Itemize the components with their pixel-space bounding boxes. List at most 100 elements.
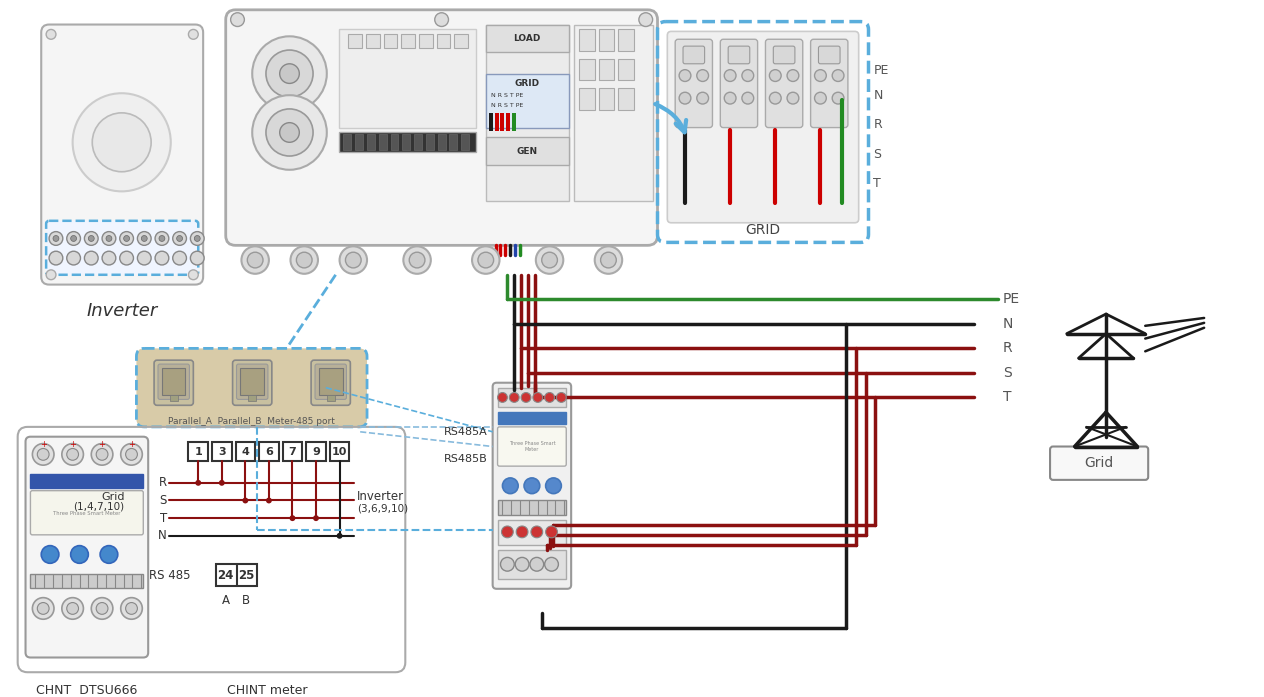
Bar — [212, 442, 231, 461]
Circle shape — [814, 92, 827, 104]
Circle shape — [503, 478, 518, 493]
Circle shape — [67, 231, 81, 245]
Circle shape — [253, 36, 327, 111]
Circle shape — [787, 92, 799, 104]
Circle shape — [219, 480, 225, 486]
Circle shape — [478, 252, 494, 268]
Bar — [579, 29, 594, 51]
Text: +: + — [70, 440, 76, 449]
Circle shape — [521, 392, 531, 402]
Circle shape — [38, 448, 49, 460]
Circle shape — [173, 251, 187, 265]
Circle shape — [142, 236, 147, 241]
Text: GRID: GRID — [744, 224, 780, 238]
Circle shape — [345, 252, 362, 268]
Bar — [402, 34, 415, 48]
Bar — [599, 89, 614, 110]
Text: S: S — [159, 494, 167, 507]
Circle shape — [120, 251, 134, 265]
Circle shape — [525, 478, 540, 493]
Text: Three Phase Smart
Meter: Three Phase Smart Meter — [508, 441, 555, 452]
FancyBboxPatch shape — [158, 364, 190, 399]
Bar — [512, 113, 516, 130]
Bar — [391, 135, 398, 150]
Circle shape — [742, 70, 753, 82]
Text: Inverter: Inverter — [358, 490, 404, 503]
Circle shape — [62, 597, 83, 619]
Text: Grid: Grid — [101, 491, 125, 502]
Text: Inverter: Inverter — [86, 302, 157, 320]
Bar — [367, 34, 379, 48]
Circle shape — [770, 92, 781, 104]
FancyBboxPatch shape — [30, 491, 143, 535]
Text: B: B — [243, 594, 250, 606]
FancyBboxPatch shape — [311, 360, 350, 405]
Bar — [485, 24, 569, 52]
Circle shape — [410, 252, 425, 268]
Bar — [30, 574, 143, 588]
Text: 1: 1 — [195, 447, 202, 457]
Bar — [235, 442, 255, 461]
Circle shape — [594, 246, 622, 274]
FancyBboxPatch shape — [810, 39, 848, 128]
Circle shape — [265, 498, 272, 503]
Circle shape — [155, 231, 169, 245]
Bar — [415, 135, 422, 150]
Circle shape — [42, 546, 59, 563]
Bar — [349, 34, 362, 48]
Text: R: R — [873, 118, 882, 131]
Bar — [339, 29, 477, 128]
Bar — [248, 395, 257, 401]
Circle shape — [498, 392, 507, 402]
Circle shape — [230, 13, 244, 26]
Text: 10: 10 — [332, 447, 348, 457]
Circle shape — [121, 597, 143, 619]
Text: 9: 9 — [312, 447, 320, 457]
Circle shape — [556, 392, 566, 402]
FancyBboxPatch shape — [498, 427, 566, 466]
Bar — [485, 137, 569, 165]
Text: GRID: GRID — [514, 79, 540, 88]
FancyBboxPatch shape — [774, 46, 795, 64]
Circle shape — [96, 448, 107, 460]
Circle shape — [742, 92, 753, 104]
Circle shape — [138, 251, 152, 265]
Circle shape — [542, 252, 557, 268]
Bar — [618, 59, 635, 80]
Bar — [379, 135, 387, 150]
Circle shape — [85, 231, 99, 245]
Text: A: A — [221, 594, 230, 606]
Bar — [355, 135, 363, 150]
Circle shape — [696, 92, 709, 104]
Bar — [240, 368, 264, 395]
Circle shape — [546, 478, 561, 493]
Circle shape — [121, 443, 143, 465]
FancyBboxPatch shape — [226, 10, 657, 245]
Circle shape — [102, 251, 116, 265]
Bar — [125, 135, 129, 144]
FancyBboxPatch shape — [819, 46, 841, 64]
Circle shape — [502, 526, 513, 538]
Bar — [450, 135, 458, 150]
Circle shape — [253, 95, 327, 170]
Text: 24: 24 — [217, 569, 234, 581]
Circle shape — [49, 231, 63, 245]
Circle shape — [313, 515, 319, 521]
Bar — [501, 113, 504, 130]
FancyBboxPatch shape — [233, 360, 272, 405]
Circle shape — [546, 526, 557, 538]
Bar — [599, 29, 614, 51]
FancyBboxPatch shape — [315, 364, 346, 399]
Circle shape — [102, 231, 116, 245]
Text: (1,4,7,10): (1,4,7,10) — [73, 501, 125, 512]
Circle shape — [296, 252, 312, 268]
Circle shape — [279, 123, 300, 142]
Bar — [485, 74, 569, 128]
Bar — [162, 368, 186, 395]
Circle shape — [509, 392, 520, 402]
Text: Parallel_A  Parallel_B  Meter-485 port: Parallel_A Parallel_B Meter-485 port — [168, 418, 335, 427]
Text: +: + — [128, 440, 135, 449]
Text: N: N — [873, 89, 882, 102]
Circle shape — [191, 231, 204, 245]
Circle shape — [279, 64, 300, 84]
